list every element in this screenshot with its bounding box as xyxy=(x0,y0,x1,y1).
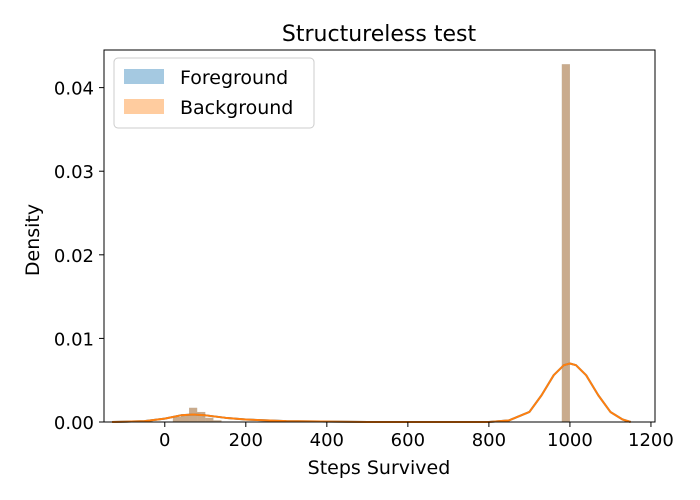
kde-layer xyxy=(112,362,631,423)
histogram-bar-foreground-4 xyxy=(205,417,214,422)
histogram-bar-background-0 xyxy=(172,416,181,422)
legend-frame xyxy=(113,57,315,129)
x-tick-label: 600 xyxy=(391,430,425,451)
chart-title: Structureless test xyxy=(282,22,477,47)
histogram-bar-background-6 xyxy=(561,64,570,423)
legend: Foreground Background xyxy=(113,57,315,129)
y-axis-ticks: 0.00 0.01 0.02 0.03 0.04 xyxy=(54,79,104,434)
y-tick-label: 0.02 xyxy=(54,246,94,267)
legend-label-foreground: Foreground xyxy=(180,67,288,89)
x-tick-label: 1200 xyxy=(628,430,674,451)
x-tick-label: 400 xyxy=(310,430,344,451)
histogram-bar-foreground-1 xyxy=(180,415,190,422)
y-axis-label: Density xyxy=(22,204,44,276)
y-tick-label: 0.03 xyxy=(54,162,94,183)
y-tick-label: 0.04 xyxy=(54,79,94,100)
x-tick-label: 1000 xyxy=(547,430,593,451)
histogram-bar-foreground-5 xyxy=(213,420,222,422)
histogram-bar-background-5 xyxy=(213,420,222,422)
plot-area-frame xyxy=(103,49,656,423)
x-tick-label: 200 xyxy=(229,430,263,451)
histogram-bar-foreground-6 xyxy=(561,64,570,423)
y-tick-label: 0.00 xyxy=(54,413,94,434)
y-tick-label: 0.01 xyxy=(54,329,94,350)
histogram-bar-background-4 xyxy=(205,417,214,422)
x-axis-label: Steps Survived xyxy=(308,457,451,479)
x-axis-ticks: 0 200 400 600 800 1000 1200 xyxy=(159,422,674,451)
legend-label-background: Background xyxy=(180,97,293,119)
kde-curve-background xyxy=(112,362,631,423)
histogram-bar-foreground-3 xyxy=(197,411,206,422)
x-tick-label: 800 xyxy=(472,430,506,451)
histogram-bar-background-3 xyxy=(197,411,206,422)
histogram-bar-foreground-0 xyxy=(172,416,181,422)
legend-swatch-foreground xyxy=(124,69,164,84)
histogram-bar-background-1 xyxy=(180,415,190,422)
legend-swatch-background xyxy=(124,99,164,114)
x-tick-label: 0 xyxy=(159,430,170,451)
